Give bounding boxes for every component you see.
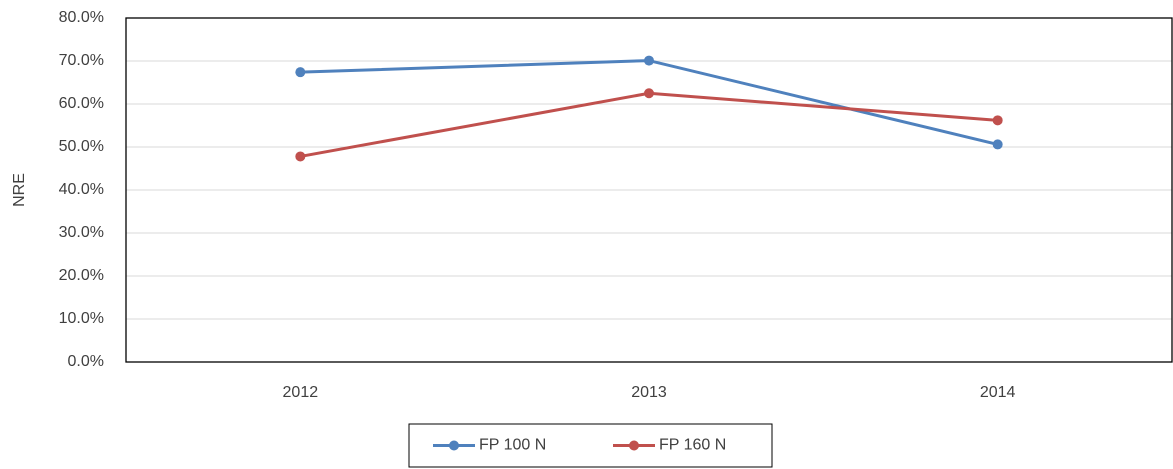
- point: [992, 115, 1003, 126]
- y-tick-label: 10.0%: [59, 310, 104, 327]
- y-tick-label: 50.0%: [59, 138, 104, 155]
- x-tick-label: 2012: [283, 384, 319, 401]
- y-axis-label: NRE: [11, 173, 28, 207]
- legend-marker: [449, 440, 459, 451]
- y-tick-label: 20.0%: [59, 267, 104, 284]
- y-tick-label: 60.0%: [59, 95, 104, 112]
- y-tick-label: 0.0%: [68, 353, 104, 370]
- point: [644, 88, 654, 99]
- series-line: [300, 59, 999, 146]
- legend-label: FP 160 N: [659, 437, 726, 454]
- y-tick-label: 30.0%: [59, 224, 104, 241]
- point: [992, 139, 1003, 150]
- x-tick-label: 2013: [631, 384, 667, 401]
- y-tick-label: 80.0%: [59, 9, 104, 26]
- y-tick-label: 70.0%: [59, 52, 104, 69]
- x-tick-label: 2014: [980, 384, 1016, 401]
- plot-frame: [125, 17, 1173, 363]
- y-tick-label: 40.0%: [59, 181, 104, 198]
- point: [295, 151, 306, 162]
- point: [644, 55, 654, 66]
- legend-label: FP 100 N: [479, 437, 546, 454]
- point: [295, 67, 306, 78]
- legend-marker: [629, 440, 639, 451]
